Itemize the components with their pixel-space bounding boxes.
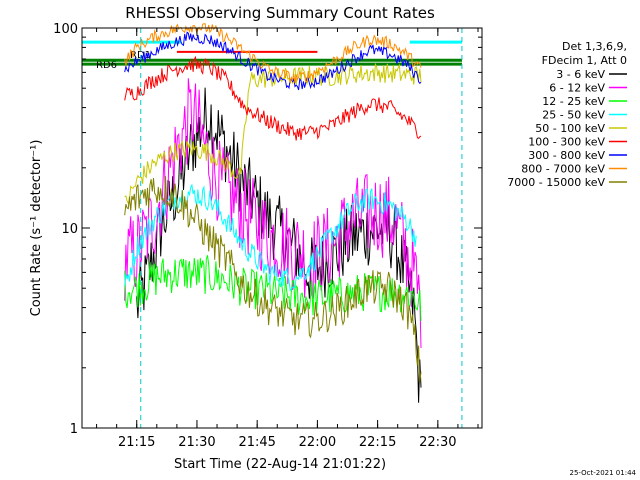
series-line: [124, 23, 422, 84]
legend-label: 300 - 800 keV: [528, 149, 605, 162]
series-line: [124, 55, 422, 141]
legend-label: 3 - 6 keV: [556, 68, 605, 81]
x-tick-label: 21:15: [118, 435, 155, 450]
y-tick-label: 1: [70, 422, 78, 437]
chart-title: RHESSI Observing Summary Count Rates: [125, 4, 435, 22]
x-axis-label: Start Time (22-Aug-14 21:01:22): [174, 457, 386, 472]
legend-label: 25 - 50 keV: [542, 109, 605, 122]
series-line: [124, 176, 422, 383]
legend-label: 7000 - 15000 keV: [507, 176, 605, 189]
x-tick-label: 21:45: [238, 435, 275, 450]
y-axis-label: Count Rate (s⁻¹ detector⁻¹): [29, 140, 44, 317]
ticks-layer: 21:15 21:30 21:45 22:00 22:15 22:30 1 10 100: [53, 22, 482, 450]
x-tick-label: 22:00: [299, 435, 336, 450]
legend: Det 1,3,6,9, FDecim 1, Att 0 3 - 6 keV6 …: [507, 40, 627, 189]
legend-info-line-1: Det 1,3,6,9,: [562, 40, 627, 53]
series-line: [124, 62, 422, 205]
legend-label: 100 - 300 keV: [528, 136, 605, 149]
timestamp: 25-Oct-2021 01:44: [570, 469, 637, 477]
series-line: [124, 255, 422, 322]
series-line: [124, 78, 422, 349]
flag-label: RD6: [96, 60, 117, 71]
legend-info-line-2: FDecim 1, Att 0: [542, 54, 627, 67]
legend-label: 50 - 100 keV: [535, 122, 605, 135]
legend-label: 6 - 12 keV: [549, 82, 605, 95]
series-layer: [124, 23, 422, 403]
plot-area: RD6RD1 21:1521:3021:4522:0022:1522:30110…: [53, 22, 483, 450]
y-tick-label: 10: [61, 222, 78, 237]
legend-label: 800 - 7000 keV: [521, 163, 605, 176]
x-tick-label: 22:30: [419, 435, 456, 450]
vlines-layer: [140, 28, 463, 428]
x-tick-label: 22:15: [359, 435, 396, 450]
series-line: [124, 31, 422, 91]
legend-label: 12 - 25 keV: [542, 95, 605, 108]
y-tick-label: 100: [53, 22, 78, 37]
x-tick-label: 21:30: [178, 435, 215, 450]
